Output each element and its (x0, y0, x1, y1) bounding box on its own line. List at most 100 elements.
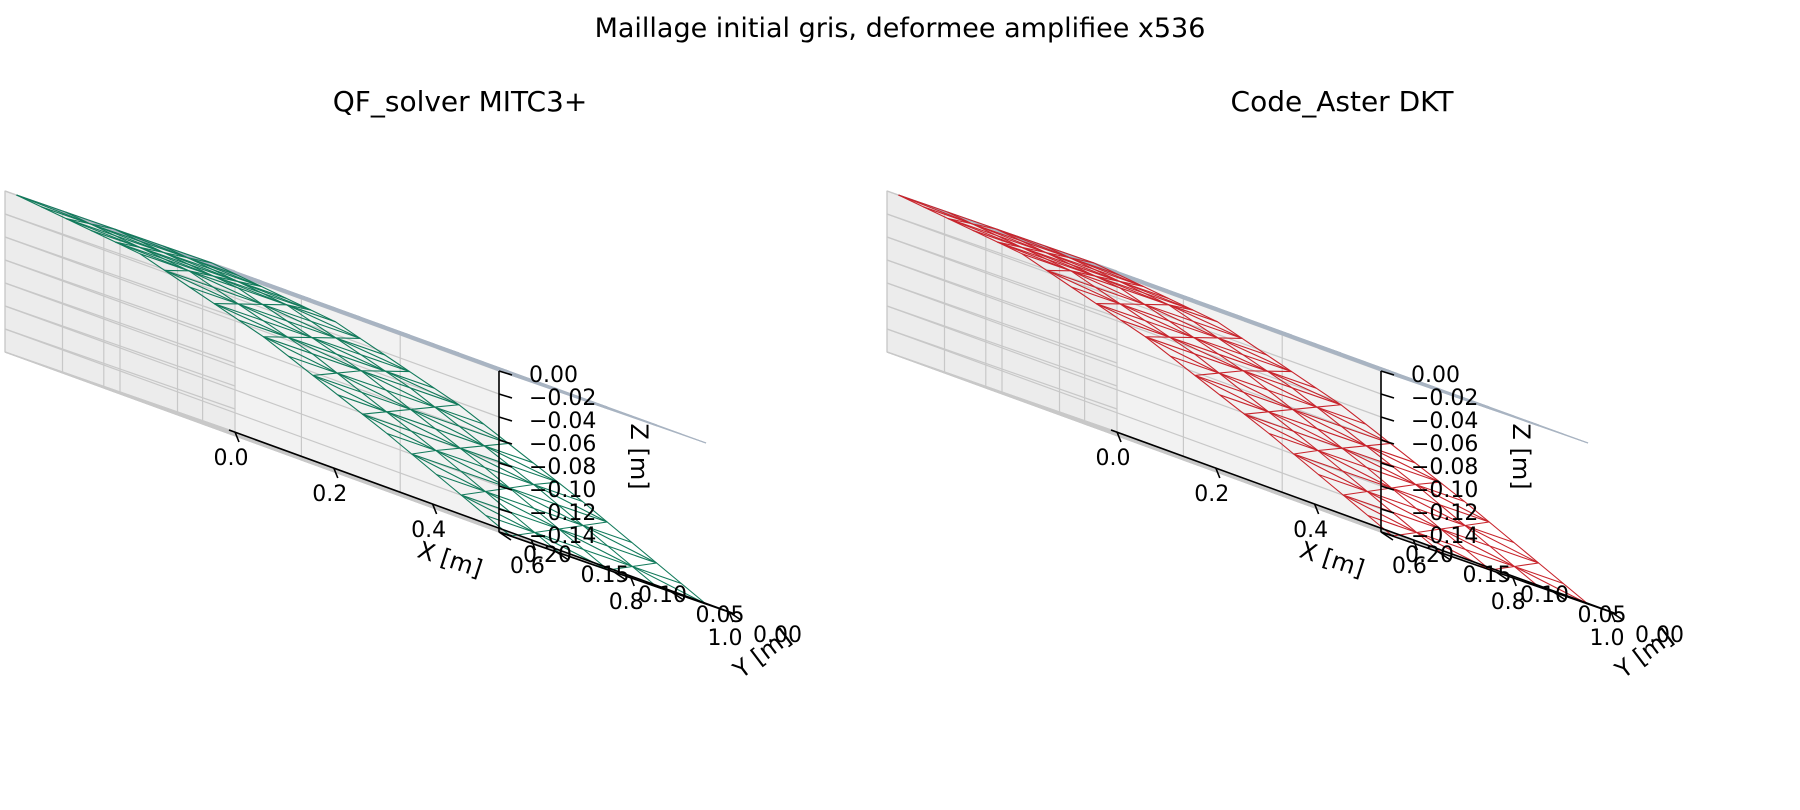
grid-line (886, 259, 1382, 441)
deformed-mesh-diagonal (188, 270, 214, 277)
z-tick (1380, 462, 1395, 468)
deformed-mesh-diagonal (434, 404, 460, 408)
deformed-mesh-edge (189, 286, 386, 356)
z-tick-label: −0.04 (529, 409, 596, 434)
deformed-mesh-diagonal (335, 337, 410, 373)
grid-line (886, 328, 1118, 410)
deformed-mesh-diagonal (1440, 524, 1466, 530)
deformed-mesh-diagonal (971, 223, 1046, 254)
x-tick-label: 0.6 (510, 554, 545, 579)
deformed-mesh-diagonal (1045, 251, 1070, 259)
deformed-mesh-diagonal (1244, 413, 1319, 451)
z-tick-label: −0.08 (529, 455, 596, 480)
deformed-mesh-diagonal (212, 275, 238, 282)
y-tick-label: 0.15 (581, 563, 630, 588)
deformed-mesh-edge (139, 253, 336, 323)
deformed-mesh-diagonal (1366, 442, 1391, 447)
deformed-mesh-diagonal (336, 372, 411, 410)
deformed-mesh-diagonal (238, 303, 313, 339)
x-tick (1412, 539, 1419, 551)
deformed-mesh-diagonal (1021, 246, 1096, 277)
deformed-mesh-diagonal (971, 223, 997, 230)
initial-mesh-diagonal (534, 382, 609, 410)
deformed-mesh-diagonal (114, 228, 189, 259)
deformed-mesh-diagonal (164, 269, 239, 305)
y-tick-label: 0.15 (1463, 563, 1512, 588)
deformed-mesh-diagonal (509, 487, 584, 526)
y-tick (1610, 611, 1624, 621)
deformed-mesh-diagonal (1341, 447, 1416, 485)
deformed-mesh-diagonal (1342, 494, 1417, 533)
deformed-mesh-diagonal (533, 481, 558, 486)
x-tick-label: 0.4 (1293, 518, 1328, 543)
deformed-mesh-diagonal (410, 408, 485, 447)
z-tick (498, 393, 513, 399)
x-tick (530, 539, 537, 551)
deformed-mesh-diagonal (558, 528, 633, 567)
deformed-mesh-diagonal (361, 370, 436, 408)
deformed-mesh-diagonal (582, 525, 657, 564)
deformed-mesh-diagonal (632, 566, 707, 605)
deformed-mesh-diagonal (1268, 408, 1293, 413)
deformed-mesh-diagonal (1120, 303, 1195, 339)
grid-line (886, 236, 1382, 418)
deformed-mesh-diagonal (459, 445, 485, 449)
deformed-mesh-edge (923, 206, 1119, 276)
deformed-mesh-diagonal (1415, 481, 1440, 486)
x-axis-label: X [m] (1296, 536, 1368, 583)
deformed-mesh-diagonal (1194, 372, 1220, 376)
initial-mesh-diagonal (1514, 416, 1589, 444)
x-tick (629, 575, 635, 587)
deformed-mesh-diagonal (262, 303, 337, 339)
initial-mesh-diagonal (1490, 408, 1515, 418)
x-axis-line (1110, 429, 1618, 615)
deformed-mesh-diagonal (1316, 406, 1391, 444)
deformed-mesh-diagonal (1095, 303, 1170, 338)
deformed-mesh-diagonal (410, 406, 435, 410)
z-tick (498, 370, 513, 376)
deformed-mesh-diagonal (1292, 408, 1367, 447)
deformed-mesh-diagonal (115, 241, 190, 272)
deformed-mesh-diagonal (188, 270, 263, 305)
deformed-mesh-diagonal (237, 280, 262, 288)
z-tick-label: −0.06 (1411, 432, 1478, 457)
z-tick (1380, 508, 1395, 514)
x-tick (333, 467, 339, 479)
grid-line (4, 351, 236, 433)
deformed-mesh-edge (288, 355, 484, 425)
x-tick (728, 611, 734, 623)
y-tick (728, 611, 742, 621)
y-tick-label: 0.00 (1635, 623, 1684, 648)
deformed-mesh-diagonal (1343, 490, 1368, 496)
deformed-mesh-diagonal (213, 303, 288, 338)
deformed-mesh-diagonal (483, 445, 559, 483)
deformed-mesh-diagonal (947, 217, 973, 225)
z-axis-label: Z [m] (625, 423, 653, 489)
deformed-mesh-diagonal (1218, 372, 1293, 410)
x-tick (431, 503, 438, 515)
figure-title: Maillage initial gris, deformee amplifie… (595, 13, 1206, 44)
deformed-mesh-diagonal (337, 370, 362, 374)
deformed-mesh-diagonal (89, 223, 164, 254)
deformed-mesh-edge (386, 432, 583, 503)
deformed-mesh-diagonal (385, 370, 460, 406)
z-tick-label: −0.06 (529, 432, 596, 457)
z-tick-label: −0.04 (1411, 409, 1478, 434)
z-tick (1380, 416, 1395, 422)
z-tick (498, 485, 513, 491)
deformed-mesh-diagonal (1145, 336, 1220, 374)
deformed-mesh-diagonal (1316, 404, 1342, 408)
deformed-mesh-diagonal (65, 218, 140, 248)
deformed-mesh-diagonal (187, 257, 213, 264)
deformed-mesh-edge (1120, 319, 1317, 389)
x-tick-label: 0.0 (1096, 446, 1131, 471)
deformed-mesh (898, 194, 1589, 605)
deformed-mesh-edge (90, 229, 287, 299)
grid-line (886, 213, 1118, 295)
y-tick (1438, 551, 1451, 561)
deformed-mesh-diagonal (1292, 406, 1317, 410)
deformed-mesh-diagonal (212, 275, 287, 306)
deformed-mesh-diagonal (1464, 521, 1490, 527)
deformed-mesh-edge (436, 473, 633, 544)
grid-line (4, 282, 236, 364)
